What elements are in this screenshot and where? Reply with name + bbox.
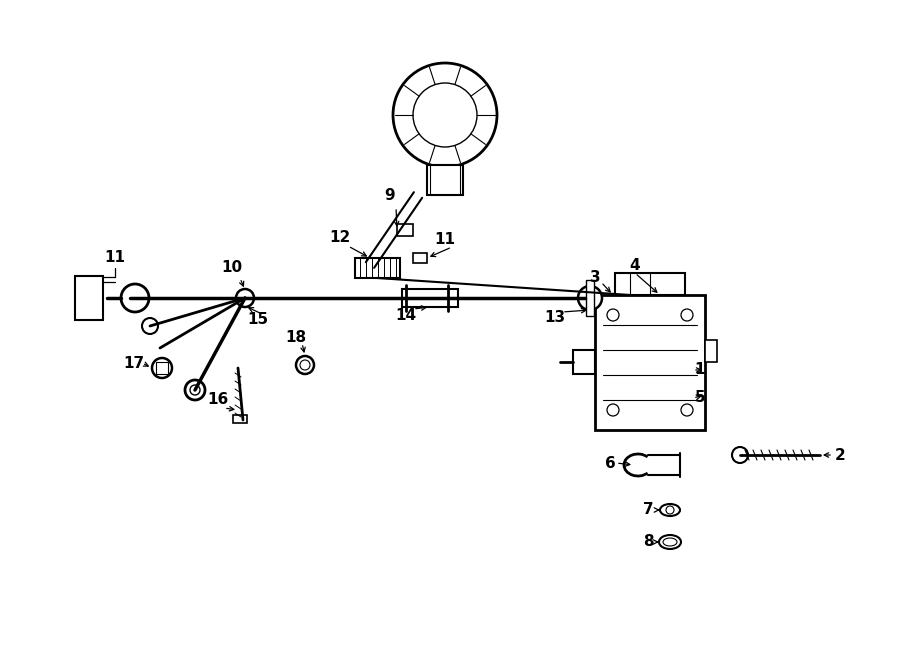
Text: 8: 8	[643, 535, 653, 549]
Bar	[413, 253, 427, 263]
Text: 3: 3	[590, 270, 600, 286]
Circle shape	[152, 358, 172, 378]
Circle shape	[121, 284, 149, 312]
Text: 5: 5	[695, 391, 706, 405]
Circle shape	[185, 380, 205, 400]
Circle shape	[681, 404, 693, 416]
Text: 15: 15	[248, 313, 268, 327]
Bar	[595, 295, 705, 430]
Ellipse shape	[659, 535, 681, 549]
Circle shape	[732, 447, 748, 463]
Circle shape	[236, 289, 254, 307]
Text: 14: 14	[395, 307, 417, 323]
Text: 1: 1	[695, 362, 706, 377]
Bar	[615, 273, 685, 295]
Text: 12: 12	[329, 231, 351, 245]
Text: 9: 9	[384, 188, 395, 202]
Circle shape	[666, 506, 674, 514]
Circle shape	[142, 318, 158, 334]
Bar	[156, 362, 168, 374]
Text: 4: 4	[630, 258, 640, 272]
Text: 6: 6	[605, 455, 616, 471]
Circle shape	[607, 309, 619, 321]
Bar	[402, 289, 458, 307]
Circle shape	[237, 290, 253, 306]
Text: 10: 10	[221, 260, 243, 276]
Bar	[233, 415, 247, 423]
Bar	[705, 340, 717, 362]
Text: 11: 11	[435, 233, 455, 247]
Ellipse shape	[663, 538, 677, 546]
Text: 7: 7	[643, 502, 653, 518]
Bar	[573, 350, 595, 374]
Circle shape	[607, 404, 619, 416]
Bar	[355, 258, 400, 278]
Circle shape	[413, 83, 477, 147]
Circle shape	[296, 356, 314, 374]
Ellipse shape	[660, 504, 680, 516]
Circle shape	[578, 286, 602, 310]
Bar	[75, 276, 103, 320]
Circle shape	[190, 385, 200, 395]
Circle shape	[300, 360, 310, 370]
Bar	[586, 280, 594, 316]
Text: 16: 16	[207, 393, 229, 407]
Circle shape	[393, 63, 497, 167]
Text: 13: 13	[544, 311, 565, 325]
Text: 11: 11	[104, 251, 125, 266]
Bar	[427, 165, 463, 195]
Text: 17: 17	[123, 356, 145, 371]
Bar	[397, 224, 413, 236]
Text: 2: 2	[834, 447, 845, 463]
Circle shape	[681, 309, 693, 321]
Text: 18: 18	[285, 329, 307, 344]
